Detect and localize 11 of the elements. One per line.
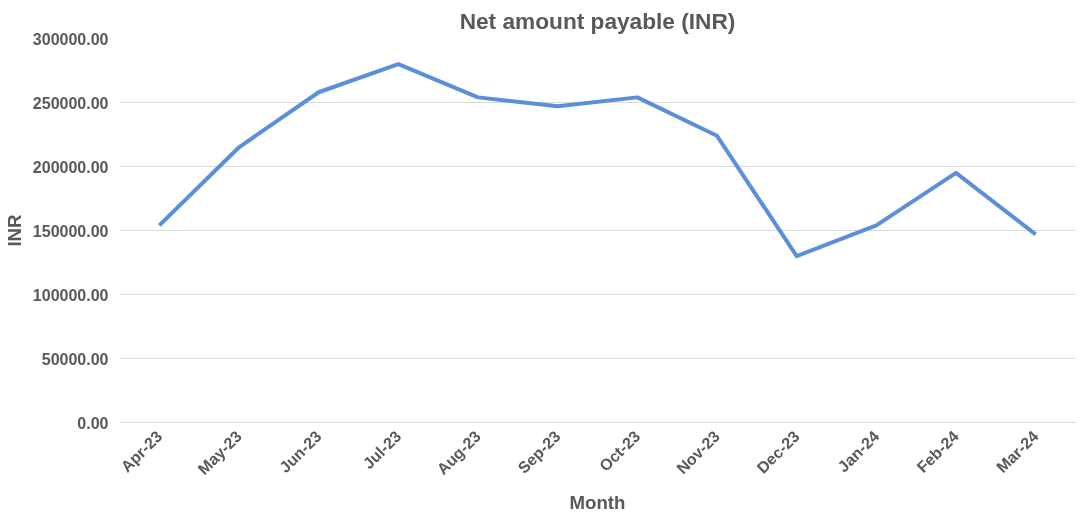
- y-tick-label: 200000.00: [32, 158, 109, 176]
- y-tick-label: 0.00: [77, 414, 109, 432]
- x-axis-title: Month: [569, 491, 626, 513]
- line-series: [157, 62, 1038, 259]
- chart-title: Net amount payable (INR): [459, 7, 736, 34]
- y-tick-label: 100000.00: [32, 286, 109, 304]
- y-tick-label: 50000.00: [41, 350, 109, 368]
- y-tick-label: 300000.00: [32, 30, 109, 48]
- y-tick-label: 150000.00: [32, 222, 109, 240]
- y-tick-label: 250000.00: [32, 94, 109, 112]
- y-axis-title: INR: [3, 213, 25, 247]
